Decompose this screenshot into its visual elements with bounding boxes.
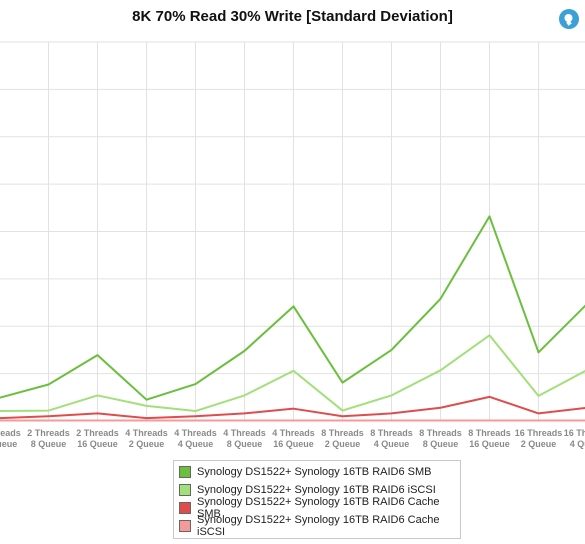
legend-item[interactable]: Synology DS1522+ Synology 16TB RAID6 iSC… — [174, 481, 460, 499]
series-line-1[interactable] — [0, 215, 585, 401]
x-tick-label: 4 Threads 16 Queue — [272, 428, 315, 449]
legend-swatch — [179, 466, 191, 478]
grid-lines — [0, 41, 585, 422]
x-tick-label: 4 Threads 2 Queue — [125, 428, 168, 449]
x-tick-label: 4 Threads 8 Queue — [223, 428, 266, 449]
legend-label: Synology DS1522+ Synology 16TB RAID6 SMB — [197, 466, 432, 478]
x-tick-label: 2 Threads 16 Queue — [76, 428, 119, 449]
legend-swatch — [179, 502, 191, 514]
x-tick-label: 8 Threads 2 Queue — [321, 428, 364, 449]
x-tick-label: 8 Threads 16 Queue — [468, 428, 511, 449]
chart-title: 8K 70% Read 30% Write [Standard Deviatio… — [132, 8, 453, 25]
legend-swatch — [179, 484, 191, 496]
legend-label: Synology DS1522+ Synology 16TB RAID6 Cac… — [197, 514, 440, 538]
x-tick-label: 8 Threads 4 Queue — [370, 428, 413, 449]
x-tick-label: 16 Threads 2 Queue — [515, 428, 563, 449]
legend-item[interactable]: Synology DS1522+ Synology 16TB RAID6 Cac… — [174, 514, 460, 538]
chart-menu-button[interactable] — [558, 8, 580, 30]
series-lines — [0, 215, 585, 422]
series-line-3[interactable] — [0, 395, 585, 420]
x-tick-label: 2 Threads 8 Queue — [27, 428, 70, 449]
legend-label: Synology DS1522+ Synology 16TB RAID6 Cac… — [197, 496, 440, 520]
legend: Synology DS1522+ Synology 16TB RAID6 SMB… — [173, 460, 461, 539]
legend-item[interactable]: Synology DS1522+ Synology 16TB RAID6 SMB — [174, 463, 460, 481]
series-line-2[interactable] — [0, 334, 585, 413]
legend-label: Synology DS1522+ Synology 16TB RAID6 iSC… — [197, 484, 436, 496]
legend-item[interactable]: Synology DS1522+ Synology 16TB RAID6 Cac… — [174, 496, 460, 520]
legend-swatch — [179, 520, 191, 532]
x-tick-label: 8 Threads 8 Queue — [419, 428, 462, 449]
x-tick-label: 4 Threads 4 Queue — [174, 428, 217, 449]
